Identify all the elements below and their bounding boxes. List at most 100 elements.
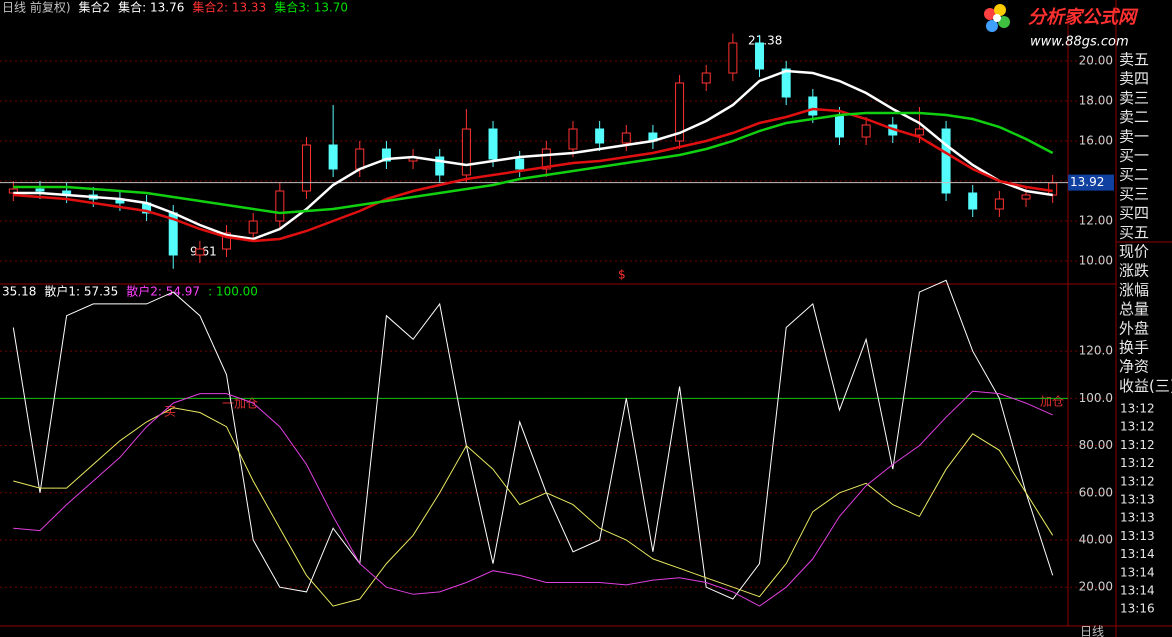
- candle-body: [808, 96, 818, 116]
- candle-body: [35, 188, 45, 192]
- y-tick-label: 18.00: [1079, 94, 1113, 108]
- time-label: 13:14: [1120, 584, 1155, 598]
- current-price-label: 13.92: [1070, 175, 1104, 189]
- y-tick-label: 20.00: [1079, 580, 1113, 594]
- candle-body: [621, 132, 631, 144]
- candle-body: [994, 198, 1004, 210]
- quote-label: 买四: [1119, 204, 1149, 222]
- quote-label: 买一: [1119, 147, 1149, 165]
- header-item: 日线 前复权): [2, 0, 71, 15]
- time-label: 13:12: [1120, 420, 1155, 434]
- candle-body: [568, 128, 578, 150]
- quote-label: 总量: [1119, 300, 1149, 318]
- quote-label: 外盘: [1119, 319, 1149, 337]
- quote-label: 卖四: [1119, 70, 1149, 88]
- series-line: [13, 69, 1053, 241]
- quote-label: 买三: [1119, 185, 1149, 203]
- annotation: 加仓: [1040, 395, 1064, 409]
- header-item: 集合: 13.76: [118, 0, 184, 15]
- quote-label: 现价: [1119, 243, 1149, 261]
- header-item: 集合2: 13.33: [192, 0, 266, 15]
- candle-body: [701, 72, 711, 84]
- header-item: : 100.00: [208, 285, 258, 299]
- y-tick-label: 60.00: [1079, 485, 1113, 499]
- candle-body: [301, 144, 311, 192]
- logo-title: 分析家公式网: [1028, 7, 1139, 28]
- quote-label: 换手: [1119, 339, 1149, 357]
- candle-body: [781, 68, 791, 98]
- series-line: [13, 111, 1054, 215]
- logo-petal: [984, 8, 996, 20]
- series-line: [13, 107, 1053, 243]
- candle-body: [248, 220, 258, 234]
- y-tick-label: 120.0: [1079, 344, 1113, 358]
- candle-body: [861, 124, 871, 138]
- logo-petal: [998, 16, 1010, 28]
- time-label: 13:16: [1120, 602, 1155, 616]
- current-price-box: [1068, 174, 1114, 191]
- series-line: [13, 407, 1054, 607]
- logo-url: www.88gs.com: [1030, 35, 1129, 50]
- series-line: [12, 279, 1054, 600]
- candle-body: [728, 42, 738, 74]
- quote-label: 卖一: [1119, 127, 1149, 145]
- candle-body: [355, 148, 365, 170]
- candle-body: [1021, 194, 1031, 200]
- time-label: 13:12: [1120, 474, 1155, 488]
- y-tick-label: 40.00: [1079, 533, 1113, 547]
- header-item: 集合2: [79, 0, 111, 15]
- y-tick-label: 20.00: [1079, 54, 1113, 68]
- candle-body: [275, 190, 285, 222]
- candle-body: [675, 82, 685, 142]
- candle-body: [968, 192, 978, 210]
- header-item: 散户1: 57.35: [44, 284, 118, 299]
- candle-body: [914, 128, 924, 136]
- candle-body: [834, 114, 844, 138]
- header-item: 35.18: [2, 285, 36, 299]
- y-tick-label: 16.00: [1079, 134, 1113, 148]
- logo-petal: [994, 4, 1006, 16]
- candle-body: [515, 158, 525, 170]
- time-label: 13:14: [1120, 565, 1155, 579]
- marker: $: [618, 268, 626, 282]
- time-label: 13:12: [1120, 438, 1155, 452]
- time-label: 13:13: [1120, 493, 1155, 507]
- quote-label: 涨跌: [1119, 262, 1149, 280]
- candle-body: [222, 232, 232, 250]
- header-item: 散户2: 54.97: [126, 284, 200, 299]
- quote-label: 净资: [1119, 358, 1149, 376]
- candle-body: [595, 128, 605, 144]
- candle-body: [435, 156, 445, 176]
- header-item: 集合3: 13.70: [274, 0, 348, 15]
- y-tick-label: 12.00: [1079, 214, 1113, 228]
- y-tick-label: 80.00: [1079, 438, 1113, 452]
- candle-body: [381, 148, 391, 162]
- time-label: 13:14: [1120, 547, 1155, 561]
- high-label: 21.38: [748, 34, 782, 48]
- quote-label: 买二: [1119, 166, 1149, 184]
- quote-label: 买五: [1119, 223, 1149, 241]
- candle-body: [1048, 182, 1058, 196]
- logo: 分析家公式网 www.88gs.com: [984, 4, 1139, 50]
- candle-body: [488, 128, 498, 160]
- quote-label: 卖五: [1119, 51, 1149, 69]
- candle-body: [941, 128, 951, 194]
- time-label: 13:12: [1120, 456, 1155, 470]
- candle-body: [195, 248, 205, 256]
- candle-body: [755, 42, 765, 70]
- time-label: 13:13: [1120, 529, 1155, 543]
- period-label: 日线: [1080, 625, 1104, 637]
- quote-label: 涨幅: [1119, 281, 1149, 299]
- y-tick-label: 100.0: [1079, 391, 1113, 405]
- quote-label: 卖三: [1119, 89, 1149, 107]
- y-tick-label: 10.00: [1079, 254, 1113, 268]
- quote-label: 收益(三): [1119, 377, 1172, 395]
- logo-petal: [986, 20, 998, 32]
- logo-center: [993, 14, 1001, 22]
- candle-body: [541, 148, 551, 170]
- time-label: 13:12: [1120, 402, 1155, 416]
- time-label: 13:13: [1120, 511, 1155, 525]
